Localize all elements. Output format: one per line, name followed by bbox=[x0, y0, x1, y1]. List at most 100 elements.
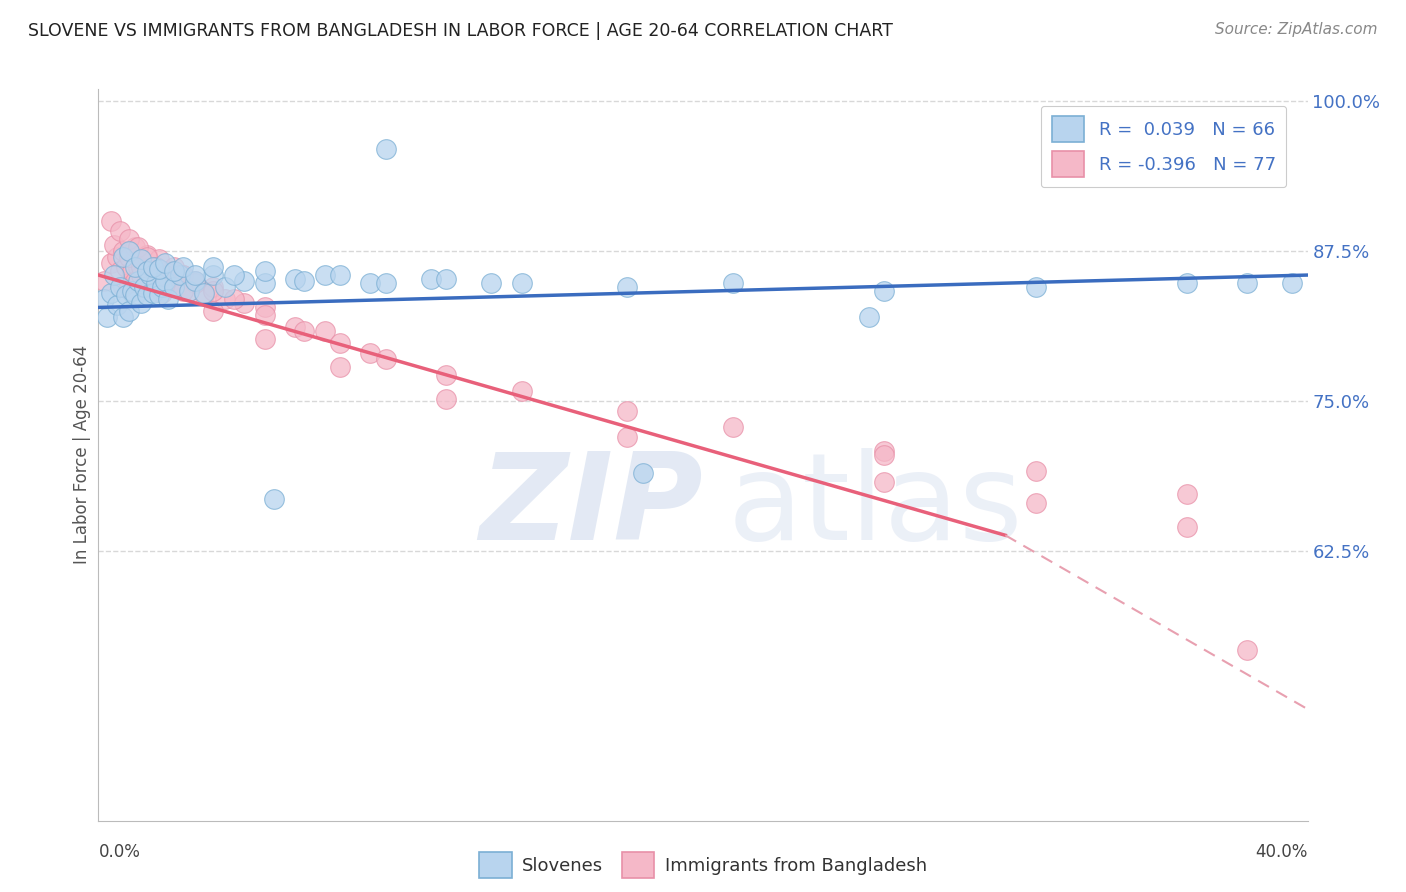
Point bbox=[100, 256, 122, 270]
Point bbox=[224, 268, 246, 282]
Point bbox=[169, 268, 191, 282]
Point bbox=[172, 260, 194, 274]
Point bbox=[616, 280, 638, 294]
Point bbox=[153, 274, 176, 288]
Point bbox=[1175, 487, 1198, 501]
Point bbox=[873, 475, 896, 490]
Point bbox=[631, 466, 654, 480]
Point bbox=[202, 268, 225, 282]
Point bbox=[145, 280, 167, 294]
Point bbox=[163, 264, 186, 278]
Point bbox=[510, 277, 533, 291]
Point bbox=[129, 295, 152, 310]
Point bbox=[184, 274, 207, 288]
Point bbox=[616, 430, 638, 444]
Point bbox=[153, 271, 176, 285]
Point bbox=[96, 310, 118, 324]
Point bbox=[148, 262, 170, 277]
Point bbox=[314, 325, 336, 339]
Point bbox=[434, 271, 457, 285]
Point bbox=[172, 268, 194, 282]
Text: 0.0%: 0.0% bbox=[98, 843, 141, 861]
Point bbox=[1024, 463, 1046, 477]
Point bbox=[135, 248, 157, 262]
Point bbox=[1175, 277, 1198, 291]
Point bbox=[179, 284, 201, 298]
Point bbox=[1281, 277, 1303, 291]
Point bbox=[873, 448, 896, 462]
Point bbox=[202, 260, 225, 274]
Point bbox=[148, 252, 170, 267]
Point bbox=[148, 288, 170, 302]
Point bbox=[153, 268, 176, 282]
Point bbox=[153, 264, 176, 278]
Point bbox=[105, 250, 128, 264]
Point bbox=[103, 238, 125, 252]
Point bbox=[224, 292, 246, 306]
Point bbox=[127, 260, 149, 274]
Point bbox=[184, 274, 207, 288]
Point bbox=[132, 280, 155, 294]
Point bbox=[156, 280, 179, 294]
Point bbox=[232, 274, 254, 288]
Point bbox=[121, 264, 143, 278]
Point bbox=[510, 384, 533, 399]
Point bbox=[360, 277, 382, 291]
Point bbox=[253, 301, 276, 315]
Point bbox=[616, 403, 638, 417]
Point bbox=[139, 274, 162, 288]
Point bbox=[329, 360, 352, 375]
Point bbox=[142, 260, 165, 274]
Point bbox=[214, 280, 236, 294]
Point bbox=[118, 250, 141, 264]
Point bbox=[873, 284, 896, 298]
Point bbox=[121, 284, 143, 298]
Point bbox=[434, 368, 457, 382]
Point bbox=[163, 280, 186, 294]
Point bbox=[118, 277, 141, 291]
Point bbox=[481, 277, 503, 291]
Point bbox=[135, 264, 157, 278]
Point bbox=[129, 260, 152, 274]
Point bbox=[129, 252, 152, 267]
Point bbox=[150, 286, 173, 301]
Point bbox=[873, 444, 896, 458]
Point bbox=[124, 288, 146, 302]
Point bbox=[329, 336, 352, 351]
Legend: Slovenes, Immigrants from Bangladesh: Slovenes, Immigrants from Bangladesh bbox=[472, 845, 934, 885]
Point bbox=[723, 277, 745, 291]
Point bbox=[292, 325, 315, 339]
Point bbox=[142, 286, 165, 301]
Point bbox=[160, 264, 183, 278]
Point bbox=[292, 274, 315, 288]
Point bbox=[1236, 643, 1258, 657]
Point bbox=[108, 224, 131, 238]
Point bbox=[858, 310, 880, 324]
Point bbox=[142, 260, 165, 274]
Point bbox=[360, 346, 382, 360]
Point bbox=[114, 260, 136, 274]
Point bbox=[163, 260, 186, 274]
Point bbox=[284, 271, 307, 285]
Point bbox=[93, 274, 115, 288]
Point bbox=[100, 286, 122, 301]
Point bbox=[329, 268, 352, 282]
Point bbox=[132, 280, 155, 294]
Point bbox=[374, 142, 396, 156]
Point bbox=[202, 284, 225, 298]
Point bbox=[193, 288, 215, 302]
Point bbox=[253, 277, 276, 291]
Point bbox=[93, 292, 115, 306]
Point bbox=[202, 280, 225, 294]
Point bbox=[1024, 280, 1046, 294]
Point bbox=[253, 264, 276, 278]
Point bbox=[145, 260, 167, 274]
Point bbox=[1236, 277, 1258, 291]
Point bbox=[124, 240, 146, 254]
Point bbox=[135, 250, 157, 264]
Point bbox=[374, 351, 396, 366]
Point bbox=[184, 277, 207, 291]
Y-axis label: In Labor Force | Age 20-64: In Labor Force | Age 20-64 bbox=[73, 345, 91, 565]
Point bbox=[166, 280, 188, 294]
Point bbox=[135, 264, 157, 278]
